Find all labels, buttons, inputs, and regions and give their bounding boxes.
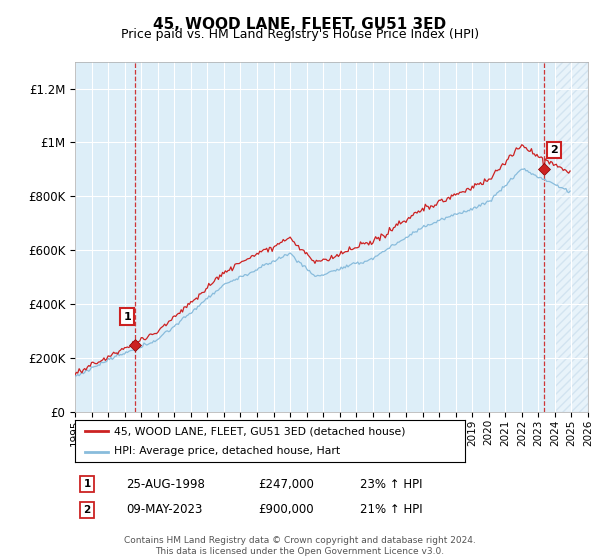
Text: £247,000: £247,000 <box>258 478 314 491</box>
Bar <box>555 62 588 412</box>
Text: 23% ↑ HPI: 23% ↑ HPI <box>360 478 422 491</box>
Text: 1: 1 <box>83 479 91 489</box>
Text: 2: 2 <box>550 145 558 155</box>
Text: 45, WOOD LANE, FLEET, GU51 3ED (detached house): 45, WOOD LANE, FLEET, GU51 3ED (detached… <box>114 426 406 436</box>
Text: 09-MAY-2023: 09-MAY-2023 <box>126 503 202 516</box>
Text: HPI: Average price, detached house, Hart: HPI: Average price, detached house, Hart <box>114 446 340 456</box>
Text: Price paid vs. HM Land Registry's House Price Index (HPI): Price paid vs. HM Land Registry's House … <box>121 28 479 41</box>
Text: Contains HM Land Registry data © Crown copyright and database right 2024.
This d: Contains HM Land Registry data © Crown c… <box>124 536 476 556</box>
Text: 2: 2 <box>83 505 91 515</box>
Text: 25-AUG-1998: 25-AUG-1998 <box>126 478 205 491</box>
Text: 45, WOOD LANE, FLEET, GU51 3ED: 45, WOOD LANE, FLEET, GU51 3ED <box>154 17 446 32</box>
Text: £900,000: £900,000 <box>258 503 314 516</box>
Text: 1: 1 <box>124 311 131 321</box>
Text: 21% ↑ HPI: 21% ↑ HPI <box>360 503 422 516</box>
